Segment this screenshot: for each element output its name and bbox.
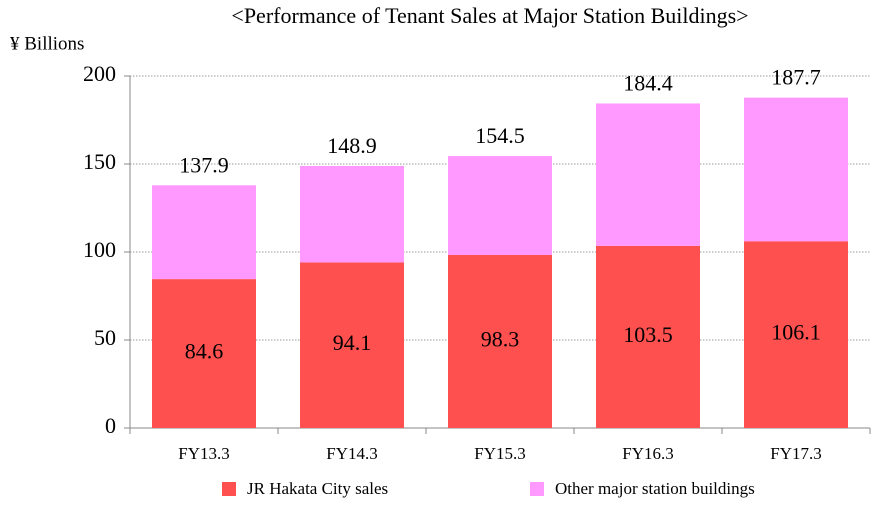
- y-tick-label: 0: [105, 413, 116, 438]
- legend-label: Other major station buildings: [555, 479, 755, 498]
- total-label: 137.9: [179, 152, 229, 177]
- data-label: 98.3: [481, 327, 520, 352]
- y-axis-label: ¥ Billions: [10, 33, 84, 54]
- x-tick-label: FY15.3: [474, 444, 525, 463]
- data-label: 84.6: [185, 339, 224, 364]
- data-label: 103.5: [623, 322, 673, 347]
- total-label: 187.7: [771, 65, 821, 90]
- bar-segment: [448, 254, 552, 428]
- x-tick-label: FY16.3: [622, 444, 673, 463]
- bar-segment: [152, 279, 256, 428]
- total-label: 148.9: [327, 133, 377, 158]
- x-tick-label: FY17.3: [770, 444, 821, 463]
- x-tick-label: FY13.3: [178, 444, 229, 463]
- chart-title: <Performance of Tenant Sales at Major St…: [231, 3, 748, 28]
- y-tick-label: 150: [83, 149, 116, 174]
- legend-swatch: [222, 482, 236, 496]
- bar-segment: [300, 165, 404, 263]
- total-label: 154.5: [475, 123, 525, 148]
- bar-segment: [448, 156, 552, 255]
- legend-swatch: [530, 482, 544, 496]
- bar-segment: [744, 97, 848, 242]
- bar-segment: [596, 103, 700, 246]
- data-label: 94.1: [333, 330, 372, 355]
- x-tick-label: FY14.3: [326, 444, 377, 463]
- bar-segment: [596, 245, 700, 428]
- bar-segment: [152, 185, 256, 280]
- bar-segment: [300, 262, 404, 428]
- bar-segment: [744, 241, 848, 428]
- data-label: 106.1: [771, 320, 821, 345]
- y-tick-label: 100: [83, 237, 116, 262]
- legend-label: JR Hakata City sales: [247, 479, 388, 498]
- total-label: 184.4: [623, 71, 673, 96]
- y-tick-label: 200: [83, 61, 116, 86]
- y-tick-label: 50: [94, 325, 116, 350]
